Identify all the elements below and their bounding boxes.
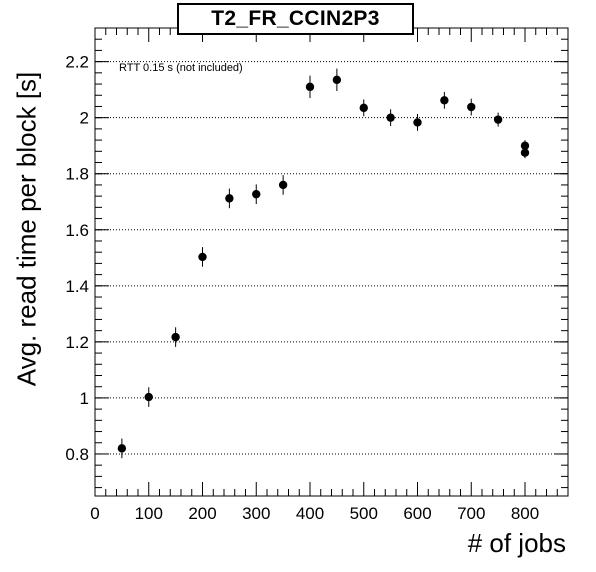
data-point xyxy=(278,180,288,190)
grid-lines xyxy=(95,61,568,455)
x-axis-label: # of jobs xyxy=(467,528,566,558)
x-tick-label: 600 xyxy=(403,504,431,523)
data-point xyxy=(252,189,261,199)
y-tick-label: 1 xyxy=(80,389,89,408)
x-tick-label: 500 xyxy=(350,504,378,523)
data-point xyxy=(198,252,207,262)
data-point xyxy=(332,75,342,85)
y-tick-label: 1.2 xyxy=(65,333,89,352)
data-point xyxy=(440,96,449,105)
y-tick-label: 1.8 xyxy=(65,165,89,184)
data-point xyxy=(225,194,234,203)
data-points xyxy=(117,68,530,459)
data-point xyxy=(493,115,503,124)
y-tick-label: 0.8 xyxy=(65,445,89,464)
data-point xyxy=(413,118,422,127)
data-point xyxy=(171,332,180,342)
y-tick-label: 1.6 xyxy=(65,221,89,240)
x-tick-label: 200 xyxy=(188,504,216,523)
data-point xyxy=(386,113,395,122)
data-point xyxy=(305,82,315,92)
x-tick-label: 800 xyxy=(511,504,539,523)
y-tick-label: 2 xyxy=(80,109,89,128)
x-tick-label: 300 xyxy=(242,504,270,523)
data-point xyxy=(520,141,530,150)
plot-frame xyxy=(94,27,569,497)
chart-title: T2_FR_CCIN2P3 xyxy=(177,3,414,35)
data-point xyxy=(467,102,476,112)
axis-ticks xyxy=(94,28,569,496)
x-tick-label: 400 xyxy=(296,504,324,523)
y-tick-label: 2.2 xyxy=(65,53,89,72)
x-tick-label: 100 xyxy=(135,504,163,523)
y-tick-label: 1.4 xyxy=(65,277,89,296)
data-point xyxy=(117,444,127,453)
x-tick-label: 0 xyxy=(90,504,99,523)
rtt-annotation: RTT 0.15 s (not included) xyxy=(119,62,243,74)
data-point xyxy=(520,148,530,157)
tick-labels: 0.8 1 1.2 1.4 1.6 1.8 2 2.2 0 100 200 300 400 500 600 7… xyxy=(65,53,539,523)
y-axis-label: Avg. read time per block [s] xyxy=(11,71,42,387)
x-tick-label: 700 xyxy=(457,504,485,523)
data-point xyxy=(144,392,153,402)
data-point xyxy=(359,103,368,113)
